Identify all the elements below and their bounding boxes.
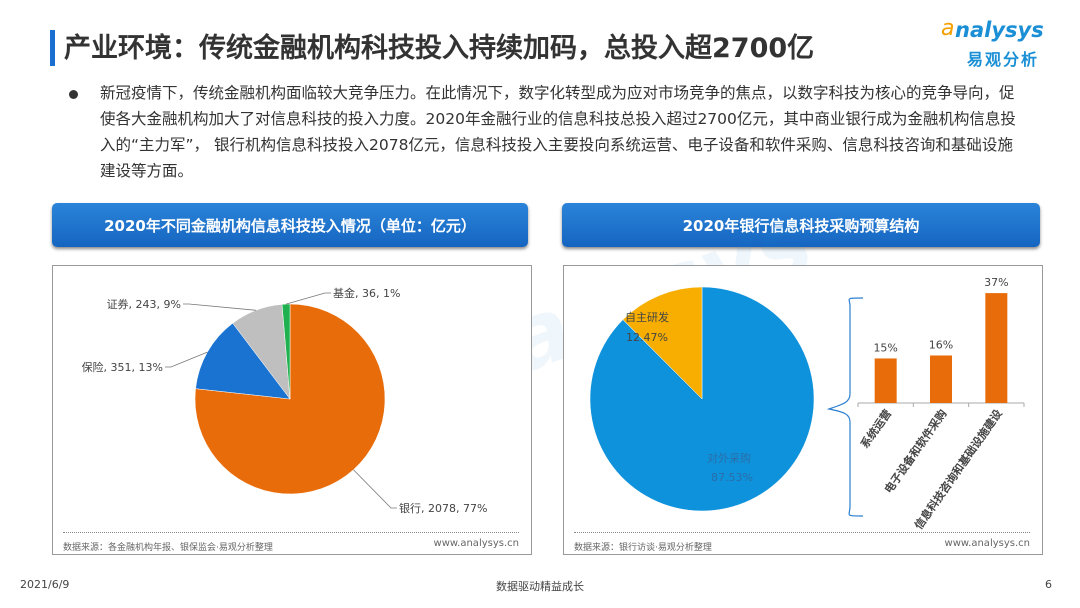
title-accent-bar xyxy=(50,30,55,66)
chart2-panel: 对外采购 87.53% 自主研发 12.47% 15% 系统运营 16% 电子设备和软件采购 3… xyxy=(563,265,1043,555)
page-number: 6 xyxy=(1045,578,1052,591)
chart1-title: 2020年不同金融机构信息科技投入情况（单位：亿元） xyxy=(104,216,476,235)
bar-value-label: 15% xyxy=(873,341,897,354)
logo-text-cn: 易观分析 xyxy=(967,50,1040,69)
leader-line-1 xyxy=(165,351,208,368)
bar-category-label: 系统运营 xyxy=(857,407,894,451)
chart1-website: www.analysys.cn xyxy=(433,538,519,549)
chart2-svg: 对外采购 87.53% 自主研发 12.47% 15% 系统运营 16% 电子设备和软件采购 3… xyxy=(589,276,1025,532)
bullet-dot xyxy=(69,90,78,99)
chart1-panel: 银行, 2078, 77% 保险, 351, 13% 证券, 243, 9% 基金, … xyxy=(52,265,532,555)
footer-date: 2021/6/9 xyxy=(20,578,70,591)
leader-line-0 xyxy=(353,469,397,509)
pie-label-证券: 证券, 243, 9% xyxy=(107,297,181,311)
pie-value-自主研发: 12.47% xyxy=(626,331,668,344)
logo-a-mark: a xyxy=(941,16,955,41)
pie-label-银行: 银行, 2078, 77% xyxy=(399,501,487,515)
chart1-svg: 银行, 2078, 77% 保险, 351, 13% 证券, 243, 9% 基金, … xyxy=(82,286,488,515)
bar-系统运营 xyxy=(874,358,897,403)
analysys-logo: a nalysys 易观分析 xyxy=(941,16,1055,70)
logo-text-en: nalysys xyxy=(955,18,1044,42)
leader-line-2 xyxy=(183,303,257,311)
leader-line-3 xyxy=(285,292,331,305)
bar-信息科技咨询和基础设施建设 xyxy=(985,293,1008,403)
chart2-title: 2020年银行信息科技采购预算结构 xyxy=(682,216,920,235)
divider xyxy=(63,532,519,533)
pie-label-基金: 基金, 36, 1% xyxy=(333,286,400,300)
bar-value-label: 16% xyxy=(929,338,953,351)
bar-category-label: 电子设备和软件采购 xyxy=(881,407,949,496)
pie-slice-0 xyxy=(194,303,386,495)
chart2-website: www.analysys.cn xyxy=(944,538,1030,549)
intro-paragraph: 新冠疫情下，传统金融机构面临较大竞争压力。在此情况下，数字化转型成为应对市场竞争… xyxy=(100,84,1016,180)
bar-电子设备和软件采购 xyxy=(930,355,952,403)
chart2-source: 数据来源：银行访谈·易观分析整理 xyxy=(574,543,712,553)
chart1-source: 数据来源：各金融机构年报、银保监会·易观分析整理 xyxy=(63,543,273,553)
chart2-header: 2020年银行信息科技采购预算结构 xyxy=(562,203,1040,247)
pie-slice-3 xyxy=(281,303,291,400)
footer-slogan: 数据驱动精益成长 xyxy=(496,580,584,593)
pie-label-保险: 保险, 351, 13% xyxy=(82,360,163,374)
pie-slice-1 xyxy=(622,286,703,400)
divider xyxy=(574,532,1030,533)
page-title: 产业环境：传统金融机构科技投入持续加码，总投入超2700亿 xyxy=(64,33,815,64)
bar-value-label: 37% xyxy=(984,276,1008,289)
brace-connector xyxy=(826,297,864,517)
pie-label-自主研发: 自主研发 xyxy=(625,310,669,324)
chart1-header: 2020年不同金融机构信息科技投入情况（单位：亿元） xyxy=(52,203,528,247)
pie-label-对外采购: 对外采购 xyxy=(707,451,751,465)
pie-value-对外采购: 87.53% xyxy=(711,471,753,484)
